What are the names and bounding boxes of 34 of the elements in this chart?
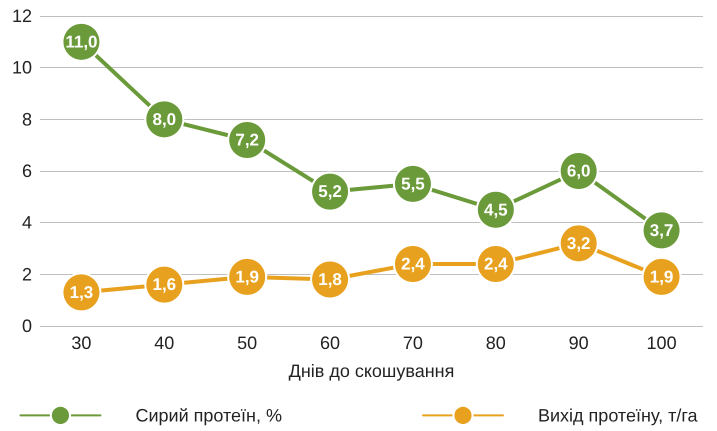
x-tick-label: 60 <box>320 333 340 353</box>
x-axis-title: Днів до скошування <box>288 361 454 381</box>
legend-label: Сирий протеїн, % <box>135 405 282 426</box>
data-label: 3,7 <box>650 220 674 240</box>
data-label: 2,4 <box>484 254 508 274</box>
data-label: 1,9 <box>235 267 260 286</box>
y-tick-label: 0 <box>22 316 32 336</box>
data-label: 1,3 <box>70 282 94 302</box>
data-label: 6,0 <box>566 162 591 180</box>
y-tick-label: 8 <box>22 109 32 130</box>
x-tick-label: 70 <box>402 333 423 353</box>
data-label: 1,9 <box>650 267 674 286</box>
data-label: 5,5 <box>401 174 425 194</box>
data-label: 3,2 <box>566 234 591 253</box>
data-label: 11,0 <box>65 32 98 52</box>
data-label: 1,8 <box>318 270 342 289</box>
x-tick-label: 30 <box>71 333 92 353</box>
data-label: 4,5 <box>484 200 508 220</box>
data-label: 5,2 <box>318 182 342 202</box>
data-label: 8,0 <box>152 110 176 129</box>
data-label: 7,2 <box>235 130 260 150</box>
x-tick-label: 50 <box>237 333 258 353</box>
x-tick-label: 100 <box>646 333 677 353</box>
legend-label: Вихід протеїну, т/га <box>538 405 699 426</box>
x-tick-label: 80 <box>486 333 506 353</box>
x-tick-label: 40 <box>154 333 174 353</box>
x-tick-label: 90 <box>568 333 589 353</box>
y-tick-label: 4 <box>22 212 32 233</box>
y-tick-label: 10 <box>12 58 32 78</box>
y-tick-label: 12 <box>12 6 32 26</box>
y-tick-label: 2 <box>22 264 32 284</box>
y-tick-label: 6 <box>22 161 32 181</box>
data-label: 1,6 <box>152 275 176 294</box>
data-label: 2,4 <box>401 254 426 274</box>
